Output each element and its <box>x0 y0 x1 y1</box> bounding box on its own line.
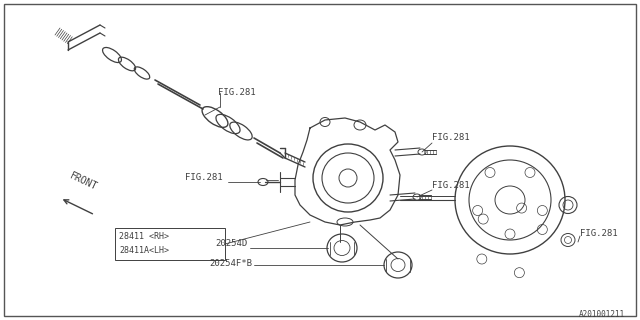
Text: FIG.281: FIG.281 <box>580 228 618 237</box>
Text: 28411A<LH>: 28411A<LH> <box>119 246 169 255</box>
Text: 20254D: 20254D <box>216 238 248 247</box>
Text: 20254F*B: 20254F*B <box>209 260 252 268</box>
Text: FIG.281: FIG.281 <box>432 180 470 189</box>
Text: FIG.281: FIG.281 <box>432 133 470 142</box>
Text: FRONT: FRONT <box>68 171 99 192</box>
Text: FIG.281: FIG.281 <box>185 172 223 181</box>
Text: A201001211: A201001211 <box>579 310 625 319</box>
Text: FIG.281: FIG.281 <box>218 88 255 97</box>
Text: 28411 <RH>: 28411 <RH> <box>119 232 169 241</box>
Bar <box>115 228 225 260</box>
